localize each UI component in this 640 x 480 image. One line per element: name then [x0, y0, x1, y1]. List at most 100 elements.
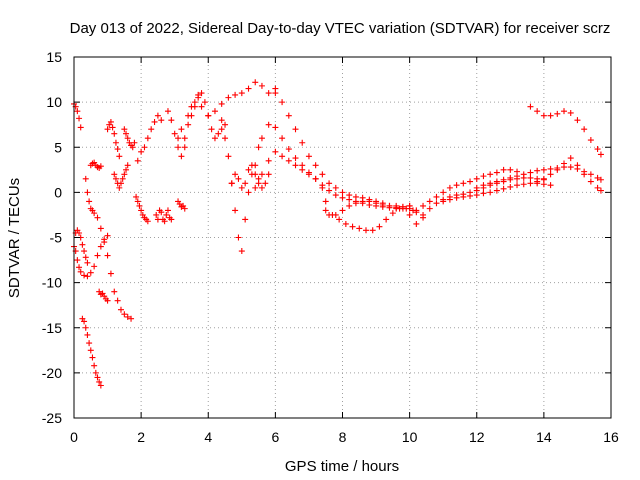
data-point [104, 297, 111, 304]
data-point [188, 112, 195, 119]
data-point [346, 196, 353, 203]
data-point [597, 151, 604, 158]
data-point [109, 124, 116, 131]
data-point [514, 173, 521, 180]
data-point [134, 198, 141, 205]
data-point [473, 184, 480, 191]
data-point [279, 153, 286, 160]
data-point [500, 176, 507, 183]
series-arc-10 [121, 126, 138, 151]
data-point [242, 216, 249, 223]
data-point [587, 178, 594, 185]
data-point [493, 187, 500, 194]
data-point [111, 130, 118, 137]
data-point [87, 269, 94, 276]
data-point [161, 218, 168, 225]
data-point [154, 216, 161, 223]
data-point [561, 160, 568, 167]
series-arc-7 [96, 288, 111, 304]
y-tick-label: -15 [42, 320, 62, 336]
data-point [366, 198, 373, 205]
data-point [112, 139, 119, 146]
data-point [124, 162, 131, 169]
data-point [597, 176, 604, 183]
data-point [406, 205, 413, 212]
data-point [406, 211, 413, 218]
data-point [181, 144, 188, 151]
data-point [527, 103, 534, 110]
data-point [175, 135, 182, 142]
series-arc-24 [332, 198, 427, 221]
data-point [252, 79, 259, 86]
data-point [238, 184, 245, 191]
data-point [91, 263, 98, 270]
data-point [101, 239, 108, 246]
data-point [413, 207, 420, 214]
x-tick-label: 8 [339, 429, 347, 445]
data-point [117, 306, 124, 313]
data-point [342, 220, 349, 227]
data-point [426, 198, 433, 205]
data-point [480, 182, 487, 189]
data-point [158, 209, 165, 216]
data-point [352, 200, 359, 207]
data-point [527, 180, 534, 187]
data-point [453, 194, 460, 201]
data-point [299, 139, 306, 146]
data-point [218, 126, 225, 133]
data-point [91, 210, 98, 217]
data-point [500, 185, 507, 192]
data-point [81, 318, 88, 325]
data-point [119, 175, 126, 182]
series-arc-13 [153, 207, 175, 225]
data-point [123, 130, 130, 137]
data-point [258, 171, 265, 178]
data-point [520, 171, 527, 178]
y-tick-label: -20 [42, 365, 62, 381]
x-tick-label: 0 [70, 429, 78, 445]
data-point [104, 126, 111, 133]
data-point [82, 175, 89, 182]
data-point [389, 210, 396, 217]
data-point [326, 180, 333, 187]
data-point [547, 112, 554, 119]
y-tick-label: -10 [42, 275, 62, 291]
data-point [74, 257, 81, 264]
data-point [420, 211, 427, 218]
data-point [97, 382, 104, 389]
data-point [554, 166, 561, 173]
data-point [222, 121, 229, 128]
data-point [76, 229, 83, 236]
data-point [222, 135, 229, 142]
data-point [312, 175, 319, 182]
data-point [97, 163, 104, 170]
data-point [225, 94, 232, 101]
data-point [326, 187, 333, 194]
data-point [92, 369, 99, 376]
data-point [245, 85, 252, 92]
data-point [339, 194, 346, 201]
series-arc-20 [272, 90, 413, 212]
data-point [561, 108, 568, 115]
data-point [527, 169, 534, 176]
data-point [376, 223, 383, 230]
data-point [386, 202, 393, 209]
series-arc-8 [104, 118, 123, 160]
x-tick-labels: 0 2 4 6 8 10 12 14 16 [70, 429, 619, 445]
data-point [339, 207, 346, 214]
data-point [453, 182, 460, 189]
series-arc-18 [198, 79, 279, 119]
data-point [163, 211, 170, 218]
data-point [420, 202, 427, 209]
data-point [121, 311, 128, 318]
series-arc-15 [175, 198, 188, 212]
data-point [208, 126, 215, 133]
data-point [123, 166, 130, 173]
data-point [104, 252, 111, 259]
data-point [81, 248, 88, 255]
data-point [252, 171, 259, 178]
data-point [181, 205, 188, 212]
data-point [507, 174, 514, 181]
data-point [594, 174, 601, 181]
data-point [272, 90, 279, 97]
